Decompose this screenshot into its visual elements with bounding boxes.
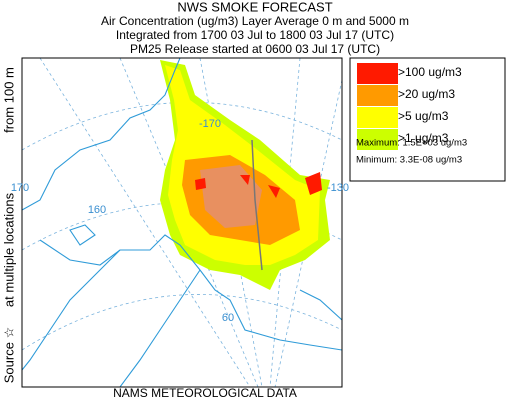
graticule-label: 170: [11, 182, 29, 194]
map: [22, 58, 342, 387]
subtitle: PM25 Release started at 0600 03 Jul 17 (…: [130, 42, 380, 56]
legend-swatch: [357, 63, 398, 84]
maximum-label: Maximum: 1.5E+03 ug/m3: [356, 138, 467, 149]
legend-label: >100 ug/m3: [398, 65, 462, 79]
subtitle: Air Concentration (ug/m3) Layer Average …: [101, 14, 409, 28]
graticule-label: 60: [222, 312, 234, 324]
legend-label: >1 ug/m3: [398, 131, 449, 145]
side-label: at multiple locations: [1, 192, 16, 307]
legend-swatch: [357, 129, 398, 150]
legend: >100 ug/m3 >20 ug/m3 >5 ug/m3 >1 ug/m3: [357, 63, 462, 150]
subtitle: Integrated from 1700 03 Jul to 1800 03 J…: [116, 28, 394, 42]
graticule-label: -130: [327, 182, 349, 194]
title: NWS SMOKE FORECAST: [177, 0, 332, 14]
side-label: Source ☆: [1, 327, 16, 383]
legend-swatch: [357, 85, 398, 106]
legend-label: >20 ug/m3: [398, 87, 455, 101]
side-label: from 100 m: [1, 67, 16, 133]
legend-box: [349, 57, 506, 182]
footer: NAMS METEOROLOGICAL DATA: [113, 386, 297, 400]
map-labels: 170 160 -170 -130 60: [11, 118, 349, 324]
minimum-label: Minimum: 3.3E-08 ug/m3: [356, 155, 462, 166]
legend-label: >5 ug/m3: [398, 109, 449, 123]
graticule-label: -170: [199, 118, 221, 130]
legend-swatch: [357, 107, 398, 128]
map-frame: [21, 57, 343, 388]
graticule-label: 160: [88, 204, 106, 216]
